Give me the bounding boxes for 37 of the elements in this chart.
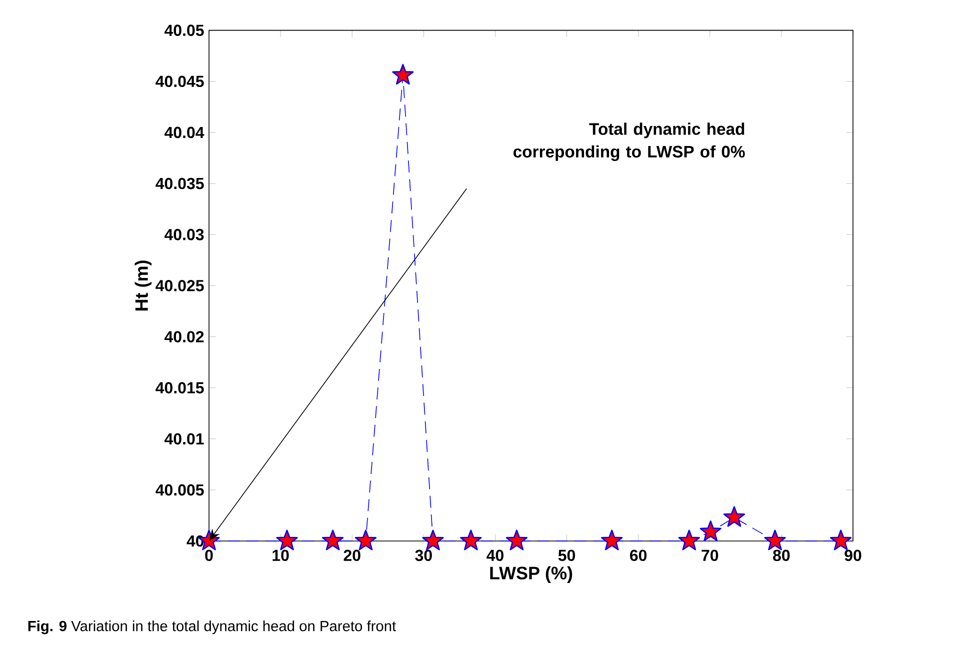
y-tick-label: 40.035 — [156, 178, 204, 190]
point — [354, 530, 377, 550]
x-tick-label: 0 — [205, 550, 213, 562]
text: Fig. 9 Variation in the total dynamic head on Pareto front — [28, 620, 396, 634]
point — [700, 520, 722, 542]
point — [506, 530, 528, 550]
point — [723, 506, 746, 527]
x-tick-label: 40 — [486, 550, 504, 562]
point — [422, 530, 444, 550]
y-tick-label: 40.045 — [156, 76, 204, 88]
x-tick-label: 80 — [773, 550, 790, 562]
point — [678, 530, 700, 550]
y-tick-label: 40.01 — [164, 433, 204, 445]
point — [322, 530, 344, 550]
x-tick-label: 70 — [702, 550, 718, 562]
point — [601, 530, 623, 550]
point — [276, 530, 298, 550]
y-tick-label: 40.02 — [164, 331, 204, 342]
y-tick-label: 40.025 — [156, 280, 204, 292]
x-tick-label: 50 — [558, 550, 576, 562]
y-tick-label: 40.015 — [156, 382, 204, 394]
x-tick-label: 60 — [630, 550, 647, 562]
annotation: Total dynamic head correponding to LWSP of 0% — [513, 122, 745, 161]
x-tick-label: 30 — [415, 550, 432, 562]
y-tick-label: 40.005 — [156, 484, 204, 496]
point — [830, 530, 852, 550]
point — [392, 64, 414, 85]
x-tick-label: 20 — [344, 550, 360, 562]
point — [460, 530, 482, 550]
y-tick-label: 40.05 — [164, 24, 204, 36]
point — [764, 530, 786, 550]
x-tick-label: 90 — [844, 550, 862, 562]
y-axis-title: Ht (m) — [134, 260, 152, 310]
y-tick-label: 40.03 — [164, 228, 204, 240]
y-tick-label: 40.04 — [164, 126, 204, 138]
x-tick-label: 10 — [272, 550, 289, 562]
x-axis-title: LWSP (%) — [490, 566, 572, 584]
